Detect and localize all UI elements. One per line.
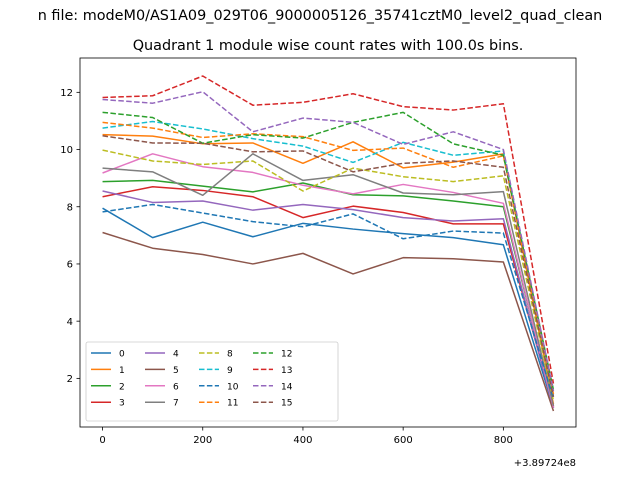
legend-label-3: 3 — [119, 399, 125, 409]
series-line-7 — [102, 153, 555, 407]
series-line-0 — [102, 207, 555, 408]
series-line-4 — [102, 190, 555, 409]
legend-label-15: 15 — [281, 399, 292, 409]
y-tick-label: 10 — [60, 145, 73, 156]
series-line-6 — [102, 153, 555, 408]
x-tick-label: 0 — [99, 435, 105, 446]
series-line-5 — [102, 231, 555, 412]
legend-label-11: 11 — [227, 399, 238, 409]
legend-box — [85, 341, 339, 422]
legend-label-8: 8 — [227, 350, 233, 360]
axes-frame — [79, 57, 577, 428]
x-tick-label: 400 — [293, 435, 312, 446]
series-line-14 — [102, 91, 555, 392]
y-tick-label: 4 — [67, 317, 73, 328]
legend-label-4: 4 — [173, 350, 179, 360]
legend-label-14: 14 — [281, 382, 293, 392]
legend-label-13: 13 — [281, 366, 292, 376]
legend-label-6: 6 — [173, 382, 179, 392]
x-tick-label: 600 — [394, 435, 413, 446]
legend-label-9: 9 — [227, 366, 233, 376]
series-line-15 — [102, 135, 555, 398]
series-line-10 — [102, 203, 555, 400]
series-line-13 — [102, 75, 555, 384]
series-line-8 — [102, 149, 555, 401]
legend-label-5: 5 — [173, 366, 179, 376]
y-tick-label: 2 — [67, 374, 73, 385]
series-line-12 — [102, 111, 555, 390]
plot-area: 0 200 400 600 800+3.89724e824681012012345678… — [60, 57, 577, 469]
legend-label-2: 2 — [119, 382, 125, 392]
figure-suptitle: n file: modeM0/AS1A09_029T06_9000005126_… — [38, 8, 603, 24]
series-line-9 — [102, 120, 555, 397]
legend-label-7: 7 — [173, 399, 179, 409]
series-line-11 — [102, 121, 555, 395]
y-tick-label: 12 — [60, 88, 73, 99]
legend-label-10: 10 — [227, 382, 239, 392]
x-tick-label: 800 — [494, 435, 513, 446]
x-axis-offset-label: +3.89724e8 — [514, 458, 576, 469]
series-line-3 — [102, 185, 555, 407]
legend-label-1: 1 — [119, 366, 125, 376]
series-line-1 — [102, 133, 555, 405]
x-tick-label: 200 — [193, 435, 212, 446]
legend-label-12: 12 — [281, 350, 292, 360]
chart-title: Quadrant 1 module wise count rates with … — [133, 38, 524, 54]
y-tick-label: 8 — [67, 202, 73, 213]
y-tick-label: 6 — [67, 260, 73, 271]
legend-label-0: 0 — [119, 350, 125, 360]
